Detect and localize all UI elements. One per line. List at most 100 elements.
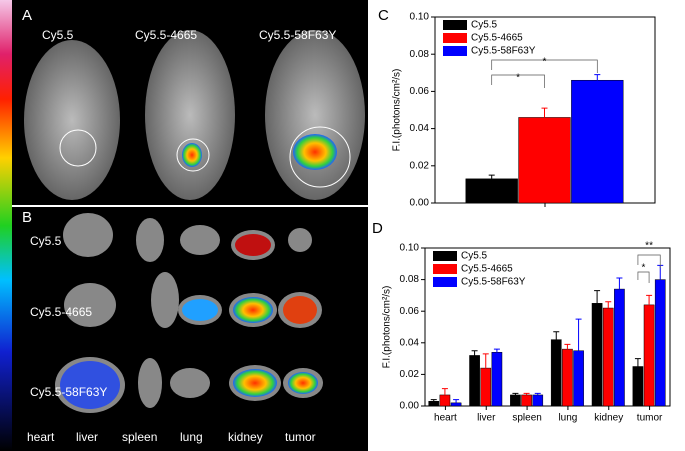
row-label: Cy5.5 xyxy=(30,234,62,248)
error-bar xyxy=(488,174,495,179)
organ-label: kidney xyxy=(228,430,263,444)
mouse xyxy=(265,30,365,200)
bar xyxy=(562,348,573,407)
organ-label: spleen xyxy=(122,430,157,444)
row-label: Cy5.5-58F63Y xyxy=(30,385,107,399)
y-tick-label: 0.08 xyxy=(400,274,420,285)
legend-label: Cy5.5-58F63Y xyxy=(461,277,526,288)
divider xyxy=(12,205,368,207)
bar xyxy=(602,307,614,407)
y-tick-label: 0.00 xyxy=(400,401,420,412)
signal xyxy=(182,299,218,321)
legend-swatch xyxy=(433,277,457,287)
error-bar xyxy=(564,343,571,350)
y-tick-label: 0.04 xyxy=(410,123,430,134)
panel-label: B xyxy=(22,209,32,226)
x-tick-label: tumor xyxy=(637,413,663,424)
error-bar xyxy=(594,74,601,81)
error-bar xyxy=(512,392,519,395)
bar xyxy=(465,178,518,204)
roi-circle xyxy=(176,138,210,172)
panel-label: D xyxy=(372,220,383,237)
organ-label: heart xyxy=(27,430,55,444)
legend-label: Cy5.5-58F63Y xyxy=(471,46,536,57)
error-bar xyxy=(482,353,489,369)
x-tick-label: liver xyxy=(477,413,496,424)
signal xyxy=(182,143,202,167)
signal xyxy=(293,134,337,170)
bar xyxy=(521,394,532,407)
signal xyxy=(233,297,273,323)
bar xyxy=(480,367,492,407)
error-bar xyxy=(594,290,601,304)
bar xyxy=(469,355,480,407)
group-label: Cy5.5-4665 xyxy=(135,28,197,42)
significance-bracket xyxy=(491,74,545,88)
error-bar xyxy=(634,358,641,367)
legend-swatch xyxy=(443,46,467,56)
legend-swatch xyxy=(433,264,457,274)
legend-label: Cy5.5 xyxy=(461,251,488,262)
error-bar xyxy=(616,277,623,290)
error-bar xyxy=(541,107,548,118)
legend-label: Cy5.5-4665 xyxy=(461,264,513,275)
y-axis-label: F.I.(photons/cm²/s) xyxy=(392,69,403,152)
significance-bracket xyxy=(491,59,598,73)
bar xyxy=(632,366,644,407)
bar xyxy=(532,394,544,407)
roi-circle xyxy=(289,126,351,188)
significance-label: * xyxy=(642,263,646,274)
x-tick-label: heart xyxy=(434,413,457,424)
color-scale xyxy=(0,0,12,451)
y-tick-label: 0.10 xyxy=(410,12,430,23)
bar xyxy=(510,394,521,407)
signal xyxy=(283,296,317,324)
x-tick-label: kidney xyxy=(594,413,623,424)
image-panel: A B Cy5.5 Cy5.5-4665 Cy5.5-58F63Y Cy5.5 … xyxy=(0,0,368,451)
y-tick-label: 0.04 xyxy=(400,337,420,348)
bar xyxy=(450,402,462,407)
row-label: Cy5.5-4665 xyxy=(30,305,92,319)
error-bar xyxy=(575,318,582,351)
x-tick-label: lung xyxy=(558,413,577,424)
y-axis-label: F.I.(photons/cm²/s) xyxy=(382,286,393,369)
significance-label: ** xyxy=(645,241,653,252)
error-bar xyxy=(553,331,560,340)
signal xyxy=(235,234,271,256)
error-bar xyxy=(430,399,437,402)
x-tick-label: spleen xyxy=(512,413,541,424)
mouse xyxy=(145,30,235,200)
y-tick-label: 0.06 xyxy=(410,86,430,97)
error-bar xyxy=(441,388,448,395)
legend-swatch xyxy=(443,20,467,30)
mouse xyxy=(24,40,120,200)
legend-swatch xyxy=(433,251,457,261)
significance-label: * xyxy=(516,73,520,84)
panel-label: A xyxy=(22,7,32,24)
bar xyxy=(591,303,603,407)
y-tick-label: 0.02 xyxy=(410,160,430,171)
y-tick-label: 0.06 xyxy=(400,306,420,317)
bar xyxy=(491,352,503,407)
bar xyxy=(571,79,624,204)
error-bar xyxy=(605,301,612,309)
error-bar xyxy=(471,350,478,356)
significance-label: * xyxy=(543,57,547,68)
error-bar xyxy=(493,348,500,353)
y-tick-label: 0.08 xyxy=(410,49,430,60)
bar xyxy=(643,304,655,407)
bar xyxy=(428,401,440,407)
legend-label: Cy5.5-4665 xyxy=(471,33,523,44)
organ-label: tumor xyxy=(285,430,316,444)
y-tick-label: 0.10 xyxy=(400,243,420,254)
bar xyxy=(518,117,571,204)
legend-swatch xyxy=(443,33,467,43)
error-bar xyxy=(523,392,530,395)
legend-label: Cy5.5 xyxy=(471,20,498,31)
y-tick-label: 0.02 xyxy=(400,369,420,380)
roi-circle xyxy=(59,129,97,167)
bar xyxy=(439,394,451,407)
error-bar xyxy=(453,399,460,403)
signal xyxy=(233,369,277,397)
